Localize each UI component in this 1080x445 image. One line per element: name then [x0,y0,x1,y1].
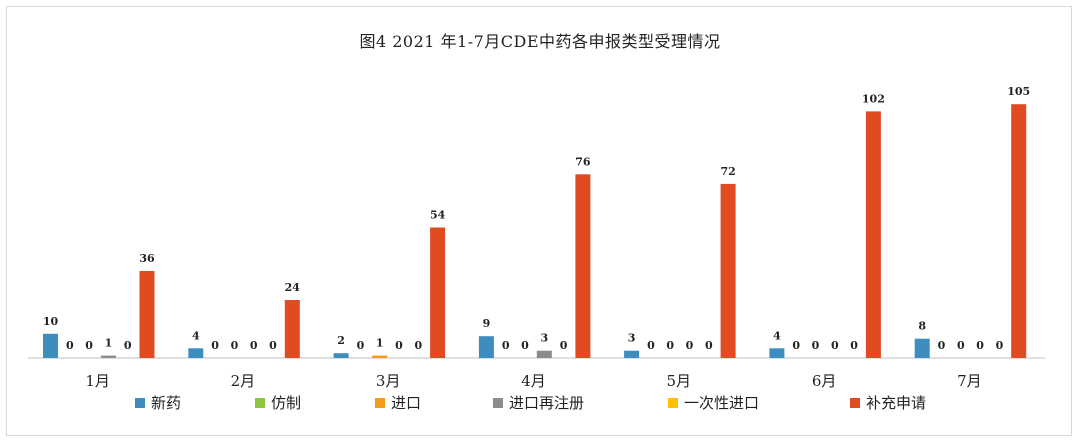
data-label-1-2: 0 [231,339,239,352]
data-label-3-3: 3 [540,332,548,345]
data-label-0-1: 0 [66,339,74,352]
x-tick-label: 2月 [231,372,256,390]
x-tick-label: 1月 [85,372,110,390]
legend-swatch [850,397,860,408]
chart-frame [6,6,1072,436]
bar-5-0 [769,348,785,358]
data-label-6-3: 0 [976,339,984,352]
data-label-4-1: 0 [647,339,655,352]
x-tick-label: 7月 [957,372,982,390]
legend-item: 一次性进口 [668,392,759,413]
bar-2-5 [430,227,446,358]
data-label-3-2: 0 [521,339,529,352]
data-label-2-0: 2 [337,334,345,347]
data-label-0-2: 0 [85,339,93,352]
legend-item: 进口 [375,392,421,413]
data-label-6-1: 0 [938,339,946,352]
data-label-1-5: 24 [285,281,301,294]
data-label-5-2: 0 [812,339,820,352]
x-tick-label: 4月 [521,372,546,390]
data-label-5-1: 0 [792,339,800,352]
data-label-5-3: 0 [831,339,839,352]
x-tick-label: 6月 [812,372,837,390]
bar-3-0 [478,336,494,358]
bar-0-3 [100,355,116,358]
data-label-4-0: 3 [628,332,636,345]
data-label-4-2: 0 [666,339,674,352]
data-label-6-5: 105 [1007,85,1030,98]
data-label-5-0: 4 [773,329,781,342]
data-label-4-3: 0 [686,339,694,352]
bar-3-5 [575,174,591,358]
legend-label: 一次性进口 [684,394,760,412]
chart-title: 图4 2021 年1-7月CDE中药各申报类型受理情况 [359,32,721,51]
bar-2-2 [372,355,388,358]
legend-label: 补充申请 [866,394,927,412]
bar-1-0 [188,348,204,358]
data-label-0-4: 0 [124,339,132,352]
legend-swatch [375,397,385,408]
data-label-1-1: 0 [211,339,219,352]
legend-item: 补充申请 [850,392,926,413]
legend-label: 新药 [151,394,182,412]
data-label-1-0: 4 [192,329,200,342]
bar-6-5 [1011,104,1027,358]
bar-4-5 [720,183,736,358]
data-label-3-5: 76 [575,155,591,168]
bar-2-0 [333,353,349,358]
data-label-2-5: 54 [430,209,446,222]
data-label-2-1: 0 [357,339,365,352]
legend-item: 仿制 [255,392,301,413]
legend-label: 进口再注册 [509,394,585,412]
bar-5-5 [865,111,881,359]
data-label-3-4: 0 [560,339,568,352]
data-label-0-3: 1 [105,337,113,350]
legend-swatch [493,397,503,408]
bar-0-0 [43,333,58,358]
data-label-6-0: 8 [918,320,926,333]
legend-label: 仿制 [271,394,302,412]
data-label-1-3: 0 [250,339,258,352]
x-tick-label: 5月 [667,372,692,390]
legend-item: 进口再注册 [493,392,584,413]
bar-3-3 [536,350,552,358]
data-label-1-4: 0 [269,339,277,352]
legend-swatch [668,397,678,408]
legend-item: 新药 [135,392,181,413]
data-label-6-4: 0 [996,339,1004,352]
data-label-4-5: 72 [720,165,735,178]
data-label-0-0: 10 [43,315,59,328]
x-tick-label: 3月 [376,372,401,390]
data-label-2-3: 0 [395,339,403,352]
bar-1-5 [284,300,300,358]
data-label-2-2: 1 [376,337,384,350]
data-label-0-5: 36 [139,252,155,265]
bar-0-5 [139,271,155,358]
data-label-4-4: 0 [705,339,713,352]
bar-4-0 [624,350,640,358]
data-label-3-1: 0 [502,339,510,352]
data-label-2-4: 0 [414,339,422,352]
legend-swatch [135,397,145,408]
data-label-5-4: 0 [850,339,858,352]
legend-swatch [255,397,265,408]
legend-label: 进口 [391,394,422,412]
chart-legend: 新药 仿制 进口 进口再注册 一次性进口 补充申请 [0,392,1080,416]
data-label-5-5: 102 [862,92,885,105]
data-label-3-0: 9 [483,317,491,330]
data-label-6-2: 0 [957,339,965,352]
bar-6-0 [914,338,930,358]
